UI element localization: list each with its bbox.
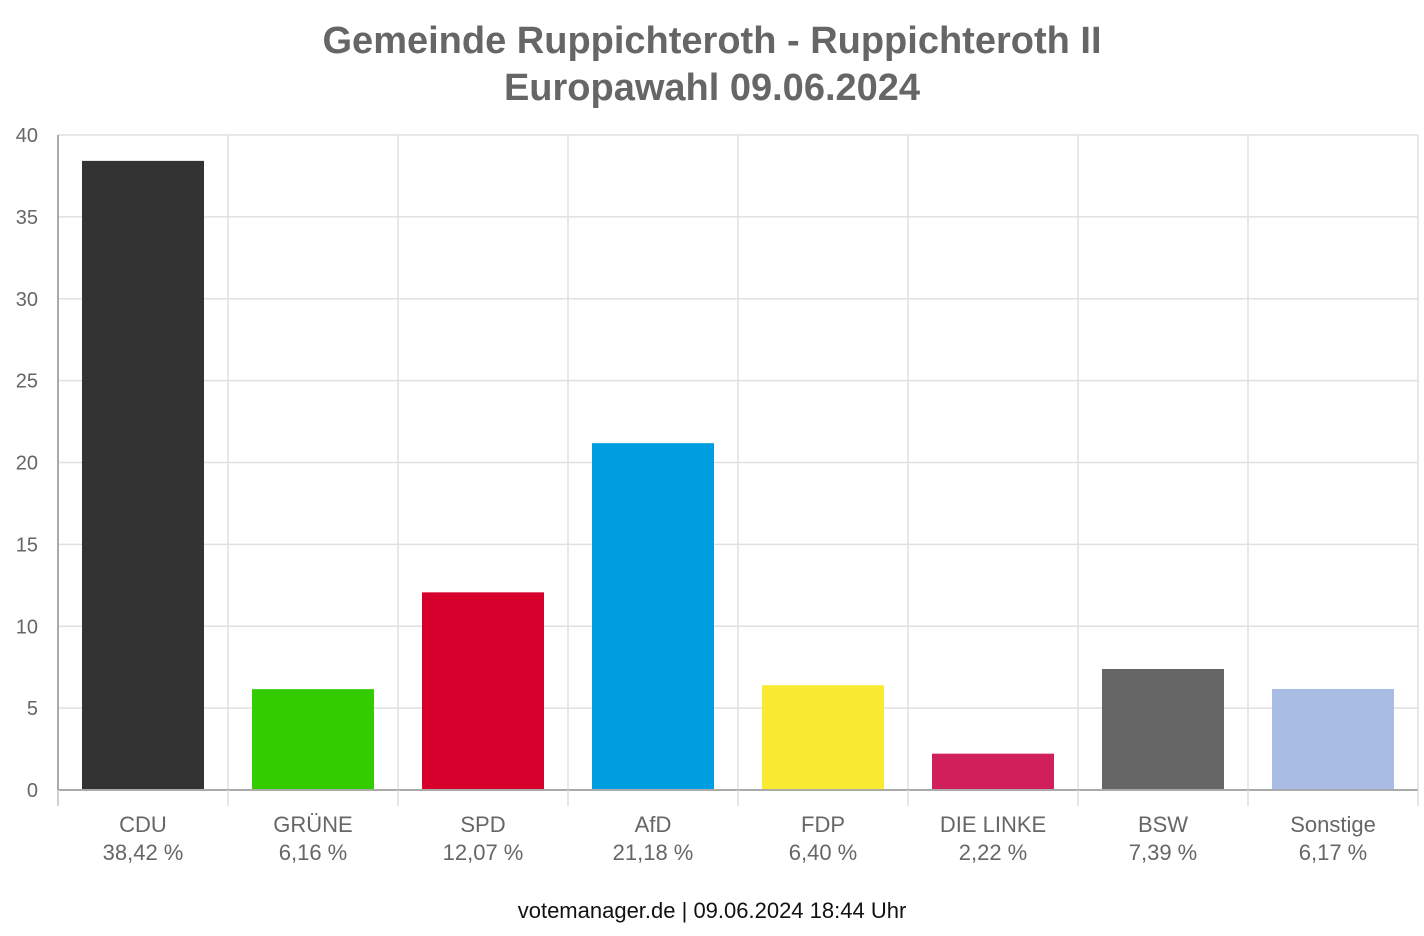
y-tick-label: 40 bbox=[16, 125, 38, 147]
bars bbox=[82, 160, 1394, 790]
x-value-label: 6,40 % bbox=[789, 840, 858, 865]
y-tick-label: 15 bbox=[16, 534, 38, 556]
x-category-label: Sonstige bbox=[1290, 812, 1376, 837]
y-tick-label: 35 bbox=[16, 207, 38, 229]
bar-spd[interactable] bbox=[422, 592, 544, 790]
y-axis-ticks: 0 5 10 15 20 25 30 35 40 bbox=[16, 125, 38, 802]
y-tick-label: 0 bbox=[27, 780, 38, 802]
x-category-label: GRÜNE bbox=[273, 812, 352, 837]
x-category-label: CDU bbox=[119, 812, 167, 837]
source-footer: votemanager.de | 09.06.2024 18:44 Uhr bbox=[517, 898, 907, 923]
x-category-label: BSW bbox=[1138, 812, 1188, 837]
y-tick-label: 10 bbox=[16, 616, 38, 638]
x-value-label: 38,42 % bbox=[103, 840, 184, 865]
x-category-label: DIE LINKE bbox=[940, 812, 1046, 837]
x-value-label: 6,17 % bbox=[1299, 840, 1368, 865]
y-tick-label: 5 bbox=[27, 698, 38, 720]
x-category-label: AfD bbox=[635, 812, 672, 837]
x-category-label: FDP bbox=[801, 812, 845, 837]
grid-lines bbox=[58, 134, 1419, 791]
chart-title: Gemeinde Ruppichteroth - Ruppichteroth I… bbox=[0, 18, 1424, 112]
bar-sonstige[interactable] bbox=[1272, 688, 1394, 790]
y-tick-label: 20 bbox=[16, 453, 38, 475]
bar-gr-ne[interactable] bbox=[252, 689, 374, 790]
x-axis-labels: CDU 38,42 % GRÜNE 6,16 % SPD 12,07 % AfD 21,18 … bbox=[103, 812, 1376, 865]
x-value-label: 2,22 % bbox=[959, 840, 1028, 865]
x-category-label: SPD bbox=[460, 812, 505, 837]
x-value-label: 6,16 % bbox=[279, 840, 348, 865]
x-value-label: 7,39 % bbox=[1129, 840, 1198, 865]
axes bbox=[57, 135, 1419, 806]
x-value-label: 12,07 % bbox=[443, 840, 524, 865]
chart-title-line2: Europawahl 09.06.2024 bbox=[503, 67, 921, 109]
y-tick-label: 25 bbox=[16, 371, 38, 393]
x-value-label: 21,18 % bbox=[613, 840, 694, 865]
bar-fdp[interactable] bbox=[762, 685, 884, 790]
bar-die-linke[interactable] bbox=[932, 753, 1054, 790]
bar-afd[interactable] bbox=[592, 443, 714, 790]
bar-bsw[interactable] bbox=[1102, 668, 1224, 790]
chart-title-line1: Gemeinde Ruppichteroth - Ruppichteroth I… bbox=[322, 20, 1102, 62]
bar-cdu[interactable] bbox=[82, 160, 204, 790]
y-tick-label: 30 bbox=[16, 289, 38, 311]
